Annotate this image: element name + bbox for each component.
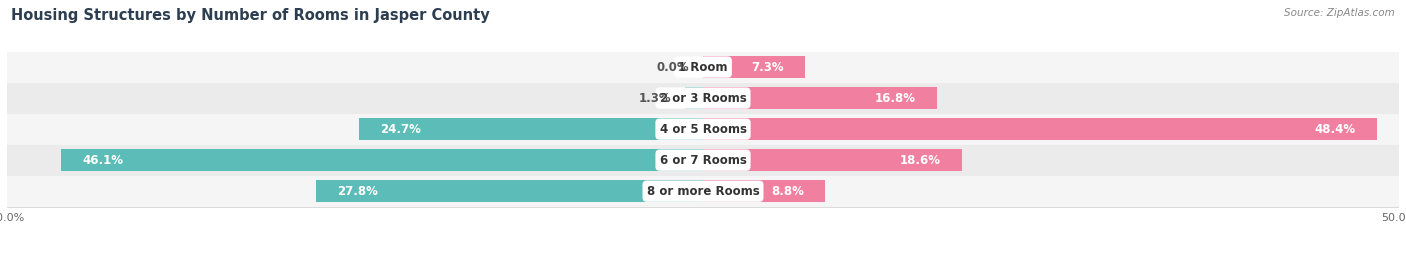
Bar xyxy=(703,87,936,109)
Bar xyxy=(7,176,1399,207)
Text: 8 or more Rooms: 8 or more Rooms xyxy=(647,185,759,198)
Text: 24.7%: 24.7% xyxy=(380,123,420,136)
Text: 16.8%: 16.8% xyxy=(875,91,915,105)
Bar xyxy=(703,149,962,171)
Text: 4 or 5 Rooms: 4 or 5 Rooms xyxy=(659,123,747,136)
Bar xyxy=(62,149,703,171)
Text: 18.6%: 18.6% xyxy=(900,154,941,167)
Text: 0.0%: 0.0% xyxy=(657,61,689,73)
Text: 48.4%: 48.4% xyxy=(1315,123,1355,136)
Text: 7.3%: 7.3% xyxy=(751,61,783,73)
Legend: Owner-occupied, Renter-occupied: Owner-occupied, Renter-occupied xyxy=(581,266,825,269)
Text: Housing Structures by Number of Rooms in Jasper County: Housing Structures by Number of Rooms in… xyxy=(11,8,491,23)
Text: 1.3%: 1.3% xyxy=(638,91,671,105)
Bar xyxy=(703,118,1376,140)
Bar xyxy=(7,52,1399,83)
Bar xyxy=(703,56,804,78)
Bar xyxy=(359,118,703,140)
Text: 6 or 7 Rooms: 6 or 7 Rooms xyxy=(659,154,747,167)
Bar xyxy=(685,87,703,109)
Bar xyxy=(703,180,825,202)
Text: 1 Room: 1 Room xyxy=(678,61,728,73)
Bar xyxy=(7,83,1399,114)
Text: Source: ZipAtlas.com: Source: ZipAtlas.com xyxy=(1284,8,1395,18)
Text: 8.8%: 8.8% xyxy=(772,185,804,198)
Text: 46.1%: 46.1% xyxy=(82,154,124,167)
Text: 2 or 3 Rooms: 2 or 3 Rooms xyxy=(659,91,747,105)
Bar xyxy=(7,114,1399,145)
Bar xyxy=(7,145,1399,176)
Bar xyxy=(316,180,703,202)
Text: 27.8%: 27.8% xyxy=(337,185,378,198)
